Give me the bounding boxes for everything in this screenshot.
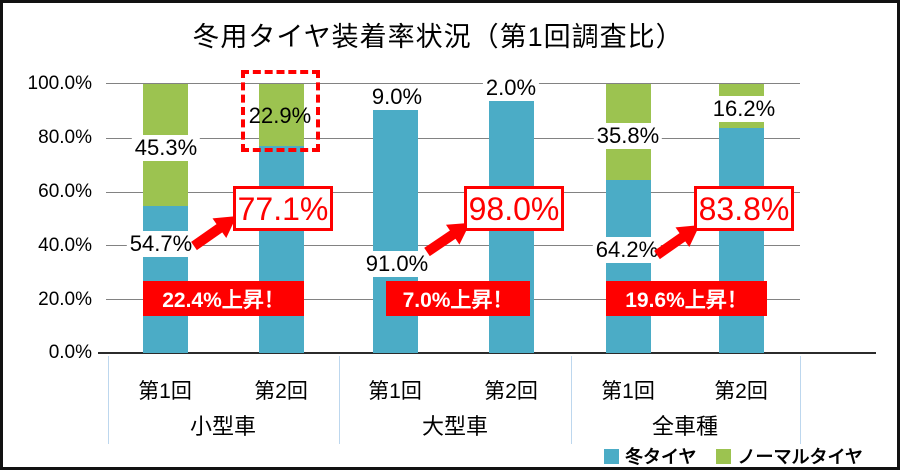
x-label-round: 第2回: [254, 380, 308, 403]
category-separator: [108, 356, 109, 444]
data-label-normal: 35.8%: [593, 123, 663, 149]
callout-box-large: 98.0%: [464, 186, 564, 231]
callout-box-small: 77.1%: [233, 186, 333, 231]
data-label-normal: 2.0%: [482, 75, 540, 101]
data-label-normal: 22.9%: [248, 103, 312, 128]
data-label-normal: 45.3%: [131, 135, 201, 161]
x-axis-line: [98, 352, 876, 354]
rise-banner-small: 22.4%上昇！: [143, 281, 304, 316]
y-tick-60: 60.0%: [38, 181, 92, 202]
x-label-round: 第2回: [714, 380, 768, 403]
data-label-normal: 9.0%: [368, 84, 426, 110]
legend: 冬タイヤ ノーマルタイヤ: [604, 443, 863, 467]
segment-winter-tire: [606, 180, 651, 353]
y-tick-100: 100.0%: [27, 73, 92, 94]
gridline-80: [106, 138, 800, 139]
callout-box-all: 83.8%: [694, 186, 794, 231]
x-label-round: 第2回: [484, 380, 538, 403]
category-separator: [339, 356, 340, 444]
data-label-winter: 64.2%: [592, 237, 662, 263]
winter-tire-swatch-icon: [604, 448, 619, 464]
segment-winter-tire: [373, 108, 418, 353]
chart-title: 冬用タイヤ装着率状況（第1回調査比）: [192, 22, 684, 52]
legend-item-normal: ノーマルタイヤ: [716, 443, 863, 467]
data-label-normal: 16.2%: [709, 96, 779, 122]
data-label-winter: 91.0%: [362, 251, 432, 277]
category-separator: [800, 356, 801, 444]
x-label-round: 第1回: [138, 380, 192, 403]
segment-winter-tire: [719, 127, 764, 353]
y-tick-20: 20.0%: [38, 289, 92, 310]
bar-small-round1: [143, 84, 188, 353]
gridline-40: [106, 245, 800, 246]
group-label-small: 小型車: [189, 414, 256, 439]
segment-winter-tire: [259, 145, 304, 353]
segment-winter-tire: [143, 205, 188, 353]
segment-normal-tire: [259, 84, 304, 146]
gridline-100: [106, 83, 800, 84]
y-tick-0: 0.0%: [48, 342, 92, 363]
data-label-winter: 54.7%: [126, 231, 196, 257]
group-label-large: 大型車: [421, 414, 488, 439]
x-label-round: 第1回: [368, 380, 422, 403]
legend-label-normal: ノーマルタイヤ: [737, 447, 863, 467]
gridline-60: [106, 192, 800, 193]
group-label-all: 全車種: [651, 414, 718, 439]
legend-item-winter: 冬タイヤ: [604, 443, 697, 467]
y-tick-40: 40.0%: [38, 235, 92, 256]
legend-label-winter: 冬タイヤ: [625, 447, 697, 467]
rise-banner-large: 7.0%上昇！: [386, 281, 530, 316]
category-separator: [571, 356, 572, 444]
rise-banner-all: 19.6%上昇！: [606, 281, 767, 316]
x-label-round: 第1回: [601, 380, 655, 403]
dashed-highlight-box: [241, 70, 320, 152]
y-tick-80: 80.0%: [38, 127, 92, 148]
bar-small-round2: [259, 84, 304, 353]
normal-tire-swatch-icon: [716, 448, 732, 464]
